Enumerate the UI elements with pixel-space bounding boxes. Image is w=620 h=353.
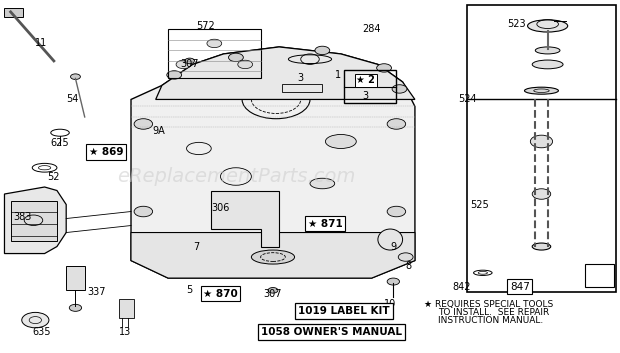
Polygon shape: [131, 233, 415, 278]
Text: 3: 3: [298, 73, 304, 83]
Text: 337: 337: [88, 287, 106, 297]
Circle shape: [134, 119, 153, 129]
Bar: [467, 5, 616, 292]
Circle shape: [387, 206, 405, 217]
Circle shape: [398, 253, 413, 261]
Text: INSTRUCTION MANUAL.: INSTRUCTION MANUAL.: [438, 316, 543, 325]
Text: 11: 11: [35, 38, 48, 48]
Polygon shape: [211, 191, 279, 246]
Circle shape: [229, 53, 243, 62]
Circle shape: [22, 312, 49, 328]
Ellipse shape: [528, 20, 568, 32]
Text: 9: 9: [390, 241, 396, 252]
Circle shape: [71, 74, 81, 79]
Circle shape: [387, 278, 399, 285]
Text: TO INSTALL.  SEE REPAIR: TO INSTALL. SEE REPAIR: [438, 308, 549, 317]
Text: 9A: 9A: [153, 126, 165, 136]
Circle shape: [134, 206, 153, 217]
Text: 525: 525: [471, 199, 489, 210]
Text: 13: 13: [118, 327, 131, 337]
Polygon shape: [156, 47, 415, 100]
Text: 8: 8: [405, 261, 412, 271]
Text: 5: 5: [187, 285, 193, 295]
Text: 284: 284: [363, 24, 381, 34]
Text: eReplacementParts.com: eReplacementParts.com: [117, 167, 355, 186]
Bar: [282, 84, 322, 92]
Circle shape: [377, 64, 391, 72]
Text: 625: 625: [51, 138, 69, 148]
Bar: [66, 266, 85, 290]
Circle shape: [185, 58, 195, 64]
Circle shape: [69, 304, 82, 311]
Text: 7: 7: [193, 241, 199, 252]
Circle shape: [532, 189, 551, 199]
Text: 842: 842: [452, 282, 471, 292]
Text: ★ 2: ★ 2: [356, 75, 375, 85]
Circle shape: [392, 85, 407, 93]
Text: 306: 306: [211, 203, 229, 213]
Text: 10: 10: [384, 299, 396, 309]
Circle shape: [167, 71, 182, 79]
Ellipse shape: [532, 243, 551, 250]
Text: 1058 OWNER'S MANUAL: 1058 OWNER'S MANUAL: [261, 327, 402, 337]
Circle shape: [387, 119, 405, 129]
Bar: [4, 8, 23, 17]
Text: ★ REQUIRES SPECIAL TOOLS: ★ REQUIRES SPECIAL TOOLS: [424, 300, 554, 309]
Text: 572: 572: [196, 21, 215, 31]
Circle shape: [315, 46, 330, 55]
Bar: [118, 299, 134, 318]
Ellipse shape: [310, 178, 335, 189]
Text: ★ 871: ★ 871: [308, 219, 343, 229]
Text: 307: 307: [180, 59, 199, 70]
Text: 523: 523: [507, 19, 526, 29]
Text: ★ 870: ★ 870: [203, 289, 238, 299]
Circle shape: [530, 135, 552, 148]
Text: 54: 54: [66, 95, 79, 104]
Ellipse shape: [535, 47, 560, 54]
Text: 847: 847: [510, 282, 530, 292]
Ellipse shape: [532, 60, 563, 69]
Ellipse shape: [378, 229, 402, 250]
Text: 52: 52: [48, 172, 60, 181]
Text: 3: 3: [363, 91, 368, 101]
Text: 1019 LABEL KIT: 1019 LABEL KIT: [298, 306, 390, 316]
Text: ★ 869: ★ 869: [89, 147, 123, 157]
Bar: [585, 264, 614, 287]
Circle shape: [207, 39, 222, 48]
Circle shape: [268, 288, 278, 293]
Text: 383: 383: [14, 212, 32, 222]
Polygon shape: [131, 47, 415, 278]
Polygon shape: [4, 187, 66, 253]
Text: 1: 1: [335, 70, 341, 80]
Circle shape: [238, 60, 252, 68]
Ellipse shape: [525, 87, 559, 94]
Bar: [11, 201, 57, 241]
Circle shape: [176, 60, 191, 68]
Bar: [344, 70, 396, 103]
Text: 307: 307: [264, 289, 282, 299]
Text: 635: 635: [32, 327, 51, 337]
Text: 524: 524: [458, 95, 477, 104]
Ellipse shape: [326, 134, 356, 149]
Ellipse shape: [251, 250, 294, 264]
